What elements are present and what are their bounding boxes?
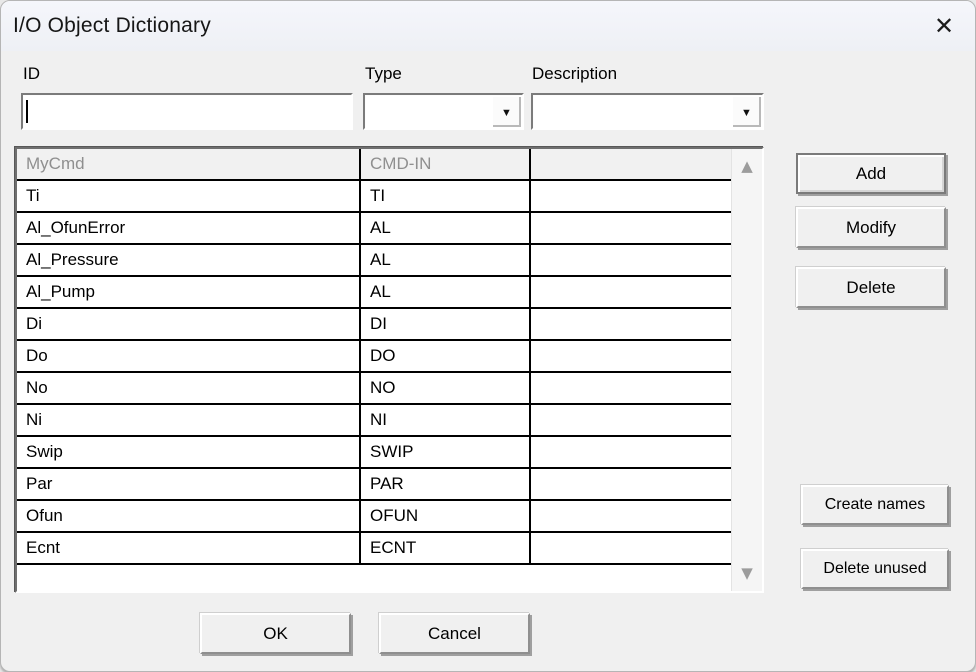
modify-button[interactable]: Modify: [796, 207, 946, 248]
vertical-scrollbar[interactable]: ▲ ▼: [731, 149, 762, 591]
cell-type: DI: [361, 309, 531, 339]
object-table: MyCmd CMD-IN Ti TI Al_OfunError AL Al_Pressure…: [15, 147, 764, 593]
type-combobox-value: [365, 95, 491, 128]
table-row[interactable]: Swip SWIP: [17, 437, 731, 469]
cell-id: MyCmd: [17, 149, 361, 179]
cell-description: [531, 373, 731, 403]
table-row[interactable]: Ni NI: [17, 405, 731, 437]
cell-description: [531, 149, 731, 179]
cell-type: DO: [361, 341, 531, 371]
cell-type: TI: [361, 181, 531, 211]
add-button[interactable]: Add: [796, 153, 946, 194]
cell-description: [531, 469, 731, 499]
object-table-body: MyCmd CMD-IN Ti TI Al_OfunError AL Al_Pressure…: [17, 149, 731, 591]
type-combobox[interactable]: ▼: [363, 93, 524, 130]
cell-description: [531, 309, 731, 339]
cell-id: Al_Pressure: [17, 245, 361, 275]
create-names-button[interactable]: Create names: [801, 485, 949, 525]
cell-id: Al_Pump: [17, 277, 361, 307]
type-label: Type: [365, 64, 402, 83]
delete-unused-button[interactable]: Delete unused: [801, 549, 949, 589]
cell-type: AL: [361, 213, 531, 243]
table-row[interactable]: Par PAR: [17, 469, 731, 501]
table-row[interactable]: Ecnt ECNT: [17, 533, 731, 565]
cell-id: Par: [17, 469, 361, 499]
description-combobox-value: [533, 95, 731, 128]
table-empty-area: [17, 565, 731, 591]
scroll-up-icon[interactable]: ▲: [741, 157, 753, 175]
cell-description: [531, 533, 731, 563]
table-row[interactable]: MyCmd CMD-IN: [17, 149, 731, 181]
text-caret: [26, 100, 28, 123]
close-icon: ✕: [933, 12, 955, 40]
table-row[interactable]: Ti TI: [17, 181, 731, 213]
id-label: ID: [23, 64, 40, 83]
cell-id: Di: [17, 309, 361, 339]
dialog-title: I/O Object Dictionary: [13, 14, 211, 37]
cell-description: [531, 277, 731, 307]
description-combobox[interactable]: ▼: [531, 93, 764, 130]
table-row[interactable]: Al_OfunError AL: [17, 213, 731, 245]
cell-type: OFUN: [361, 501, 531, 531]
id-input[interactable]: [21, 93, 353, 130]
description-dropdown-button[interactable]: ▼: [732, 96, 761, 127]
title-bar: I/O Object Dictionary ✕: [1, 1, 975, 51]
cell-type: ECNT: [361, 533, 531, 563]
cell-description: [531, 213, 731, 243]
table-row[interactable]: Do DO: [17, 341, 731, 373]
cell-id: No: [17, 373, 361, 403]
chevron-down-icon: ▼: [741, 107, 752, 119]
cell-id: Ofun: [17, 501, 361, 531]
scroll-down-icon[interactable]: ▼: [741, 564, 753, 582]
cell-description: [531, 501, 731, 531]
table-row[interactable]: No NO: [17, 373, 731, 405]
cell-description: [531, 245, 731, 275]
table-row[interactable]: Di DI: [17, 309, 731, 341]
ok-button[interactable]: OK: [200, 613, 351, 654]
cell-type: NO: [361, 373, 531, 403]
cell-type: NI: [361, 405, 531, 435]
cell-type: AL: [361, 245, 531, 275]
cell-description: [531, 405, 731, 435]
table-row[interactable]: Al_Pressure AL: [17, 245, 731, 277]
cell-id: Ecnt: [17, 533, 361, 563]
cell-description: [531, 437, 731, 467]
cell-type: CMD-IN: [361, 149, 531, 179]
type-dropdown-button[interactable]: ▼: [492, 96, 521, 127]
close-button[interactable]: ✕: [927, 9, 961, 43]
table-row[interactable]: Ofun OFUN: [17, 501, 731, 533]
cell-id: Do: [17, 341, 361, 371]
cell-type: PAR: [361, 469, 531, 499]
cell-type: AL: [361, 277, 531, 307]
cancel-button[interactable]: Cancel: [379, 613, 530, 654]
cell-description: [531, 341, 731, 371]
cell-id: Swip: [17, 437, 361, 467]
cell-id: Al_OfunError: [17, 213, 361, 243]
cell-type: SWIP: [361, 437, 531, 467]
cell-id: Ti: [17, 181, 361, 211]
description-label: Description: [532, 64, 618, 83]
cell-id: Ni: [17, 405, 361, 435]
delete-button[interactable]: Delete: [796, 267, 946, 308]
chevron-down-icon: ▼: [501, 107, 512, 119]
cell-description: [531, 181, 731, 211]
table-row[interactable]: Al_Pump AL: [17, 277, 731, 309]
